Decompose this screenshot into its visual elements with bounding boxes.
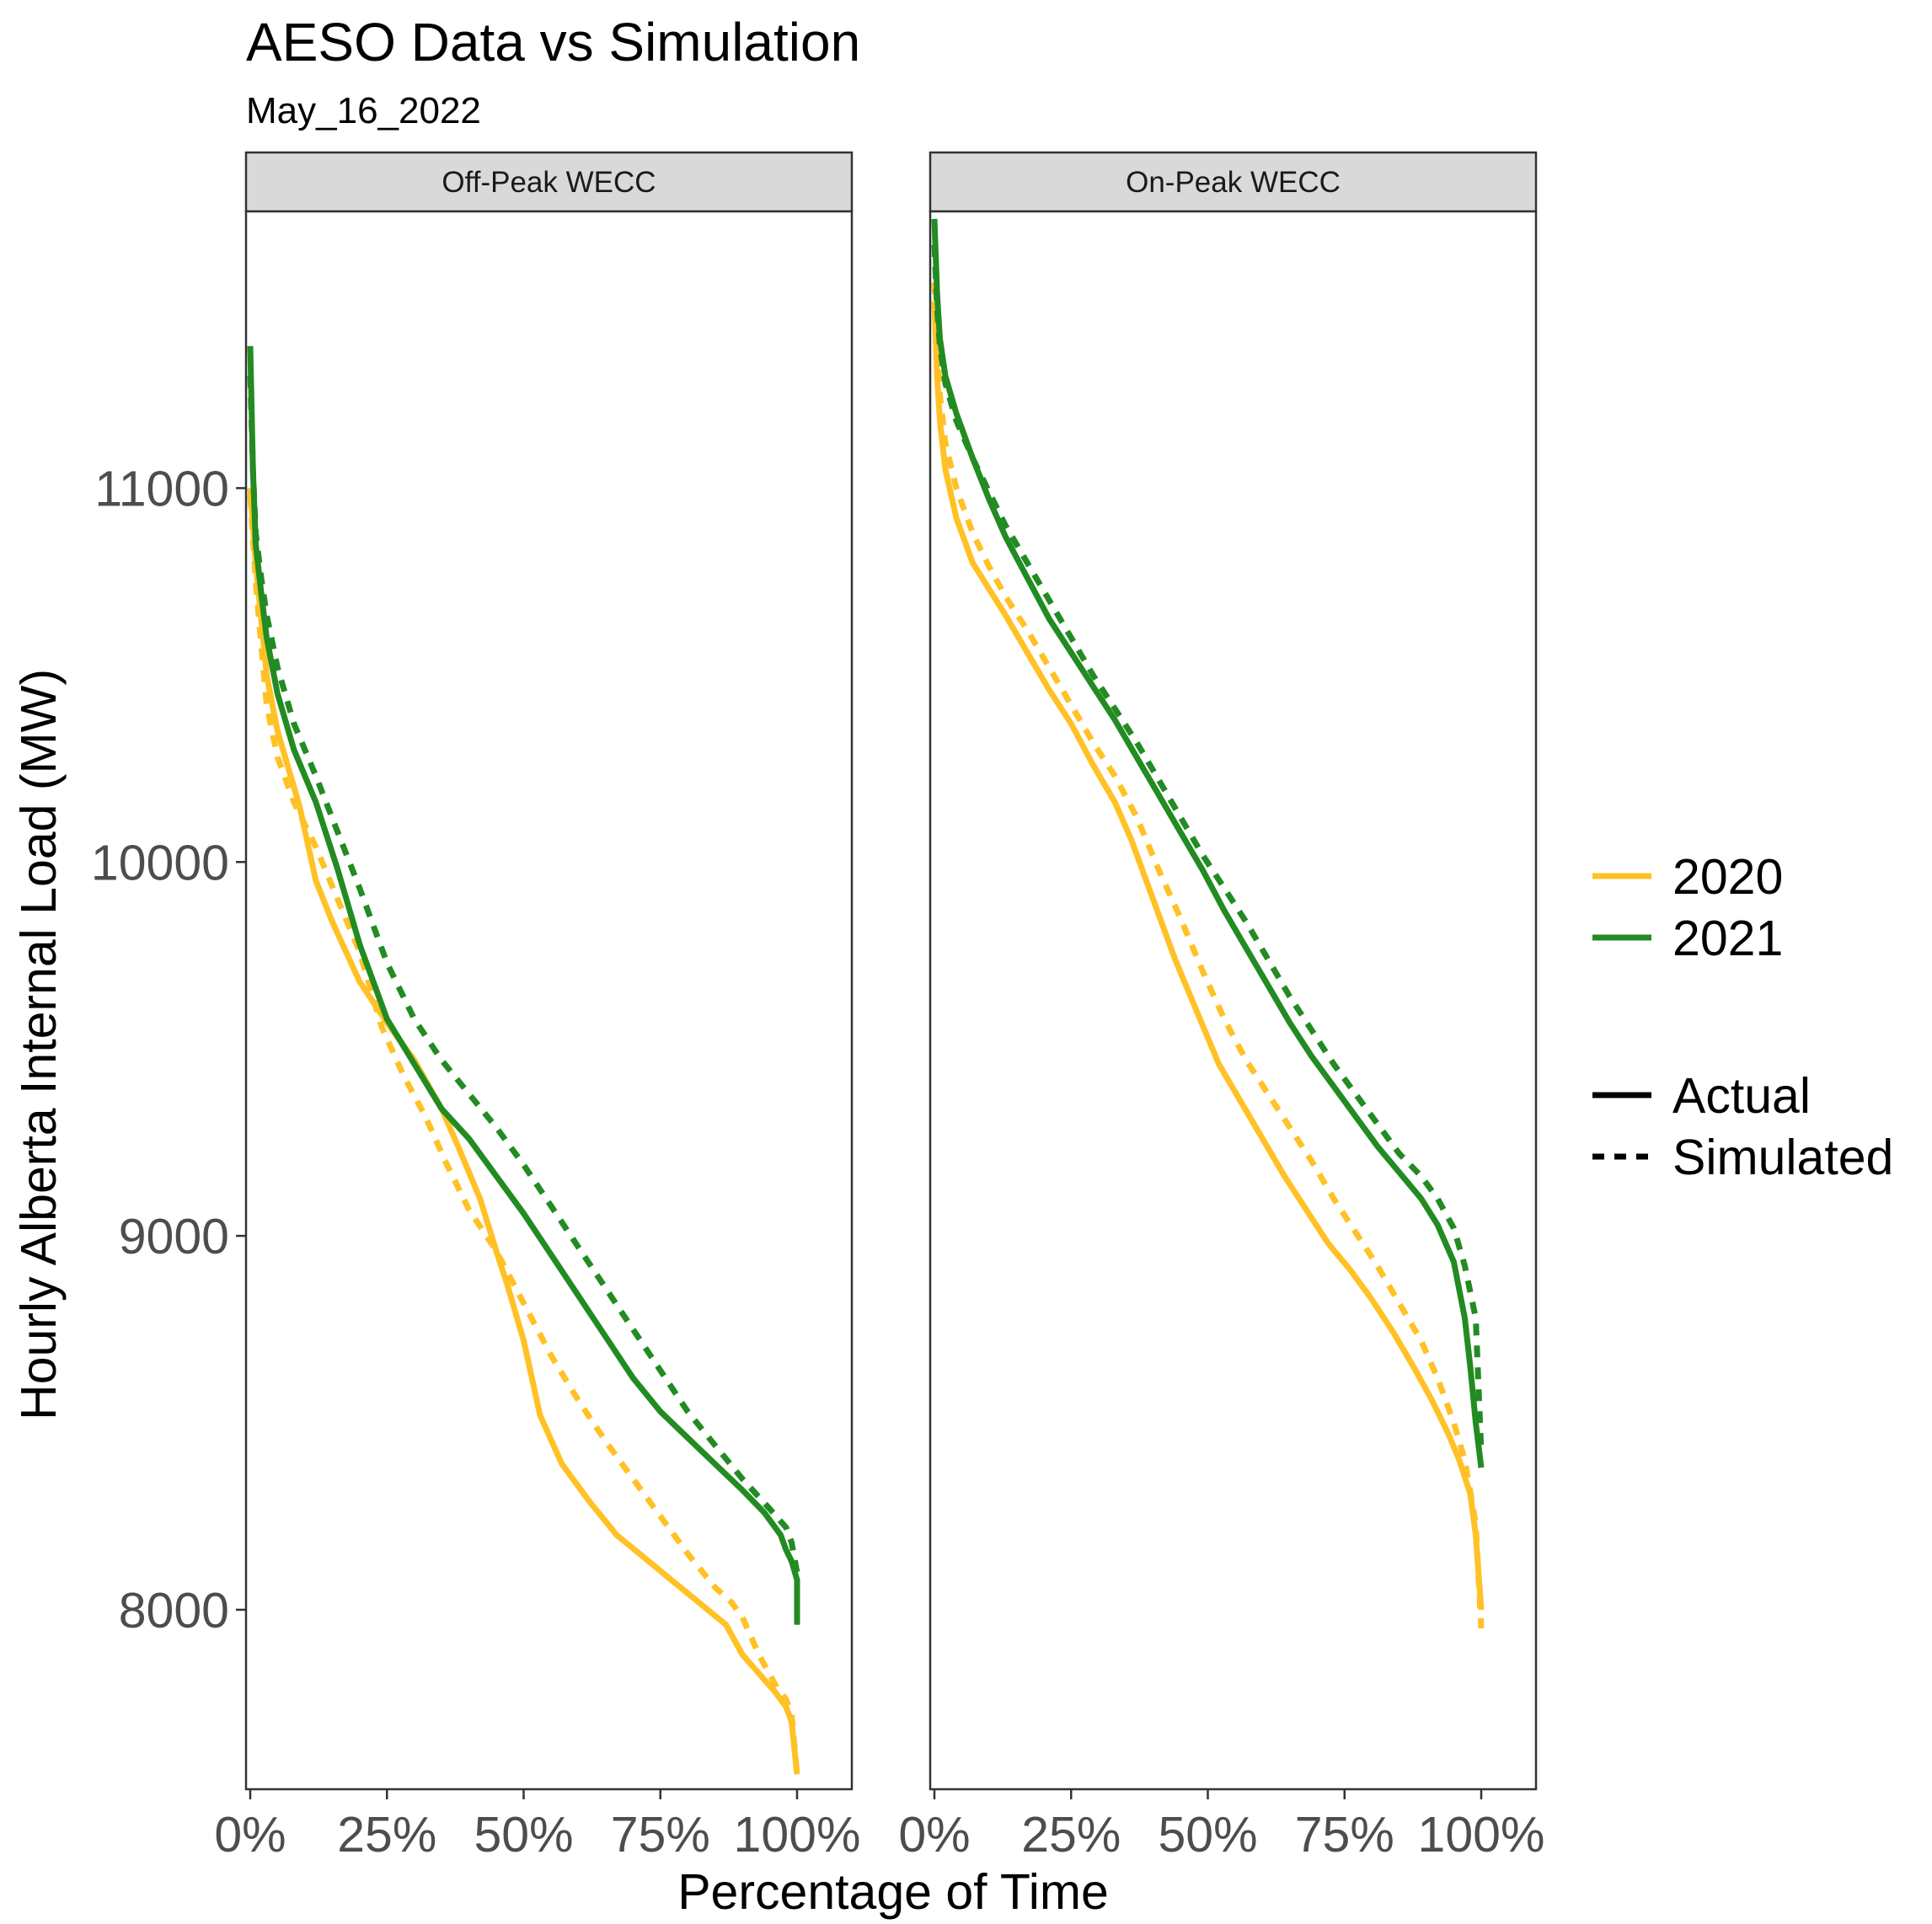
- line-2021-simulated: [931, 244, 1485, 1453]
- series-lines: [247, 345, 800, 1775]
- y-tick-label: 11000: [94, 461, 229, 516]
- y-tick-label: 8000: [119, 1583, 229, 1638]
- x-tick-label: 75%: [1295, 1807, 1394, 1863]
- series-lines: [931, 218, 1485, 1629]
- legend-label-2020: 2020: [1672, 849, 1783, 905]
- x-tick-label: 25%: [337, 1807, 436, 1863]
- strip-background: [929, 151, 1538, 213]
- legend-label-actual: Actual: [1672, 1068, 1811, 1124]
- line-2020-actual: [931, 301, 1485, 1611]
- strip-label: Off-Peak WECC: [442, 166, 656, 199]
- y-tick-label: 9000: [119, 1209, 229, 1264]
- y-axis: 8000 9000 10000 11000: [91, 461, 246, 1638]
- line-2020-simulated: [247, 495, 800, 1775]
- strip-background: [244, 151, 854, 213]
- legend-label-2021: 2021: [1672, 911, 1783, 966]
- line-2021-actual: [931, 218, 1485, 1468]
- x-axis-title: Percentage of Time: [677, 1864, 1109, 1920]
- panel-on-peak: On-Peak WECC 0% 25% 50% 75% 100%: [898, 151, 1545, 1863]
- chart-subtitle: May_16_2022: [246, 90, 481, 131]
- x-tick-label: 0%: [898, 1807, 970, 1863]
- x-tick-label: 100%: [734, 1807, 861, 1863]
- x-tick-label: 75%: [611, 1807, 710, 1863]
- line-2020-actual: [247, 488, 800, 1775]
- chart-title: AESO Data vs Simulation: [246, 12, 860, 72]
- panel-frame: [244, 210, 854, 1791]
- x-tick-label: 50%: [474, 1807, 573, 1863]
- y-tick-label: 10000: [91, 835, 229, 890]
- legend: 2020 2021 Actual Simulated: [1592, 849, 1893, 1185]
- panel-off-peak: Off-Peak WECC 0% 25% 50% 75% 100%: [214, 151, 861, 1863]
- line-2021-simulated: [247, 376, 800, 1574]
- x-tick-label: 0%: [214, 1807, 286, 1863]
- x-tick-label: 25%: [1021, 1807, 1121, 1863]
- y-axis-title: Hourly Alberta Internal Load (MW): [11, 669, 67, 1420]
- panel-frame: [929, 210, 1538, 1791]
- strip-label: On-Peak WECC: [1126, 166, 1341, 199]
- legend-label-simulated: Simulated: [1672, 1130, 1893, 1185]
- x-tick-label: 100%: [1418, 1807, 1545, 1863]
- line-2021-actual: [247, 345, 800, 1625]
- x-tick-label: 50%: [1158, 1807, 1257, 1863]
